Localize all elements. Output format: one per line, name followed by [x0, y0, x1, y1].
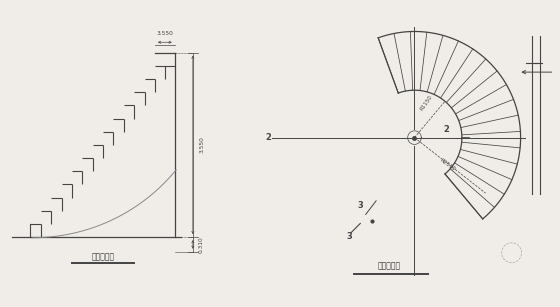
Text: 3.550: 3.550 [199, 137, 204, 153]
Text: R1150: R1150 [419, 94, 433, 111]
Text: 楼梯平面图: 楼梯平面图 [378, 262, 401, 270]
Text: 楼梯立面图: 楼梯立面图 [91, 252, 115, 261]
Text: 2: 2 [265, 133, 272, 142]
Text: 3: 3 [357, 200, 363, 210]
Text: 3: 3 [346, 232, 352, 241]
Text: 2: 2 [443, 126, 449, 134]
Text: 0.310: 0.310 [199, 236, 204, 253]
Text: R2510: R2510 [440, 158, 457, 173]
Text: 3.550: 3.550 [156, 30, 173, 36]
